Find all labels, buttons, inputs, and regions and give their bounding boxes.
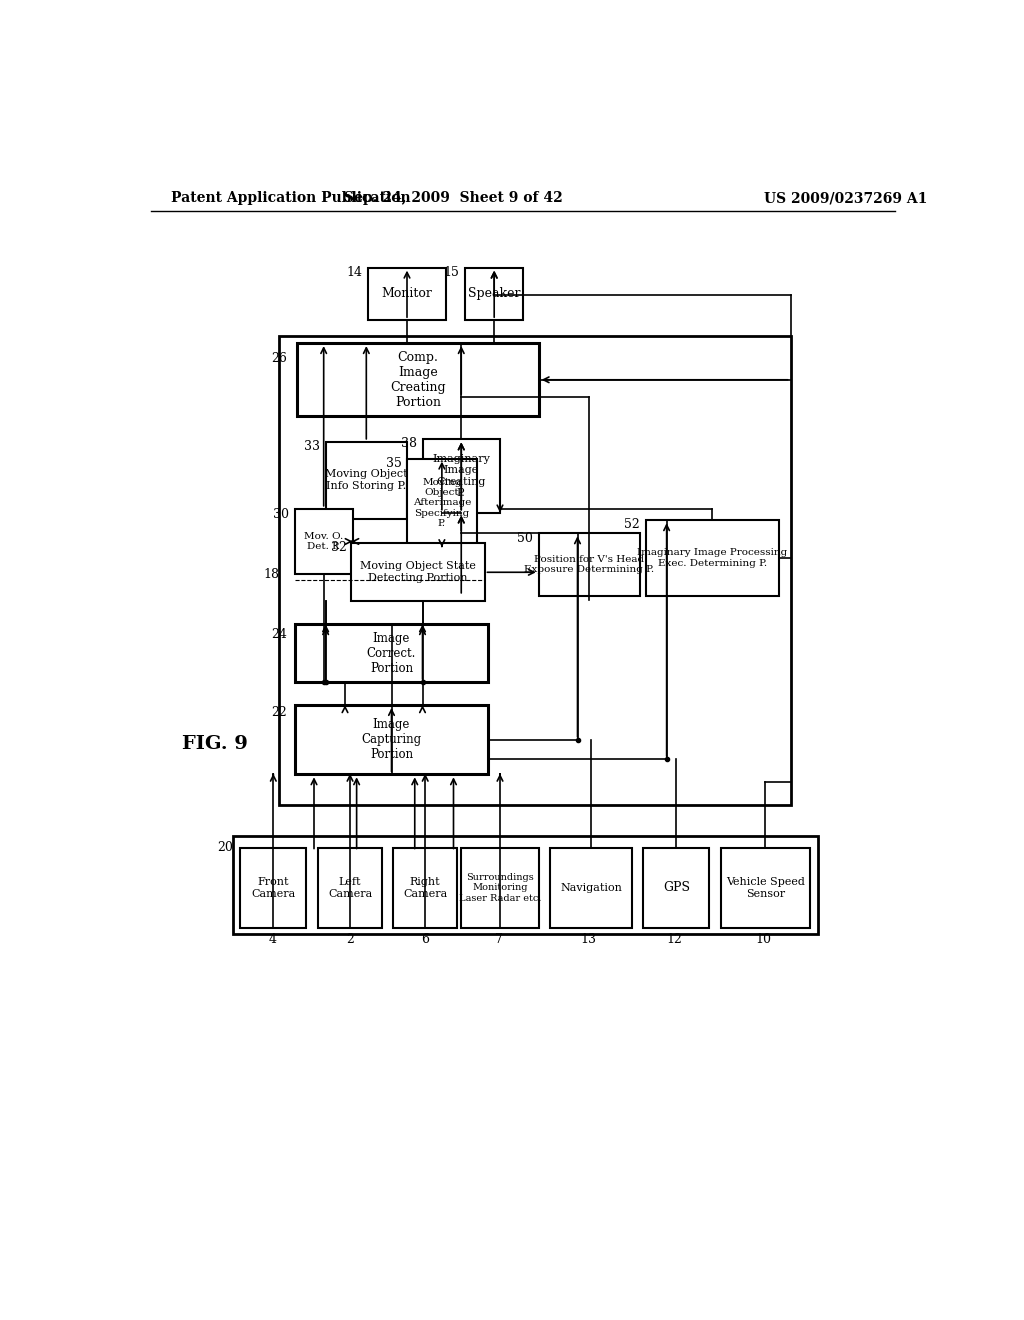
Text: 13: 13 — [581, 933, 596, 946]
Bar — [241, 847, 306, 928]
Text: 30: 30 — [273, 508, 289, 520]
Text: Navigation: Navigation — [560, 883, 622, 892]
Bar — [295, 705, 488, 775]
Text: 32: 32 — [332, 541, 347, 554]
Bar — [465, 268, 523, 321]
Text: Front
Camera: Front Camera — [251, 878, 296, 899]
Text: Mov. O.
Det. P.: Mov. O. Det. P. — [304, 532, 343, 552]
Bar — [423, 440, 500, 512]
Text: 22: 22 — [271, 706, 287, 719]
Text: Monitor: Monitor — [382, 288, 432, 301]
Bar — [295, 508, 352, 574]
Bar — [280, 335, 791, 805]
Text: 24: 24 — [271, 628, 287, 640]
Text: Speaker: Speaker — [468, 288, 520, 301]
Text: Moving
Object
Afterimage
Specifying
P.: Moving Object Afterimage Specifying P. — [413, 478, 471, 528]
Text: Moving Object State
Detecting Portion: Moving Object State Detecting Portion — [359, 561, 476, 583]
Text: 18: 18 — [263, 568, 280, 581]
Bar — [393, 847, 458, 928]
Text: Image
Correct.
Portion: Image Correct. Portion — [367, 632, 416, 675]
Text: 15: 15 — [443, 265, 460, 279]
Text: Image
Capturing
Portion: Image Capturing Portion — [361, 718, 422, 762]
Text: Imaginary Image Processing
Exec. Determining P.: Imaginary Image Processing Exec. Determi… — [637, 548, 787, 568]
Text: 14: 14 — [346, 265, 362, 279]
Bar — [643, 847, 710, 928]
Text: Position for V's Head
Exposure Determining P.: Position for V's Head Exposure Determini… — [524, 554, 654, 574]
Text: Imaginary
Image
Creating
P.: Imaginary Image Creating P. — [432, 454, 490, 499]
Text: 20: 20 — [217, 841, 232, 854]
Text: GPS: GPS — [663, 882, 690, 895]
Bar — [232, 836, 818, 933]
Text: 50: 50 — [517, 532, 532, 545]
Text: Moving Object
Info Storing P.: Moving Object Info Storing P. — [325, 470, 408, 491]
Text: Comp.
Image
Creating
Portion: Comp. Image Creating Portion — [390, 351, 445, 409]
Bar — [646, 520, 779, 595]
Text: Sep. 24, 2009  Sheet 9 of 42: Sep. 24, 2009 Sheet 9 of 42 — [344, 191, 563, 206]
Bar — [351, 544, 484, 601]
Text: FIG. 9: FIG. 9 — [182, 735, 248, 752]
Bar — [550, 847, 632, 928]
Text: 52: 52 — [624, 519, 640, 532]
Bar — [539, 533, 640, 595]
Bar — [461, 847, 539, 928]
Text: 2: 2 — [346, 933, 353, 946]
Text: 10: 10 — [756, 933, 771, 946]
Text: Right
Camera: Right Camera — [403, 878, 447, 899]
Bar — [295, 624, 488, 682]
Text: 4: 4 — [269, 933, 276, 946]
Text: US 2009/0237269 A1: US 2009/0237269 A1 — [764, 191, 927, 206]
Text: 38: 38 — [401, 437, 417, 450]
Bar — [721, 847, 810, 928]
Text: 33: 33 — [304, 440, 321, 453]
Bar — [407, 459, 477, 548]
Bar — [297, 343, 539, 416]
Text: 12: 12 — [667, 933, 682, 946]
Text: Patent Application Publication: Patent Application Publication — [171, 191, 411, 206]
Bar — [369, 268, 445, 321]
Bar — [317, 847, 382, 928]
Text: 26: 26 — [271, 352, 287, 366]
Text: 6: 6 — [421, 933, 429, 946]
Text: Vehicle Speed
Sensor: Vehicle Speed Sensor — [726, 878, 805, 899]
Text: 7: 7 — [495, 933, 503, 946]
Text: Left
Camera: Left Camera — [328, 878, 372, 899]
Bar — [326, 442, 407, 519]
Text: 35: 35 — [386, 457, 402, 470]
Text: Surroundings
Monitoring
Laser Radar etc.: Surroundings Monitoring Laser Radar etc. — [459, 873, 542, 903]
